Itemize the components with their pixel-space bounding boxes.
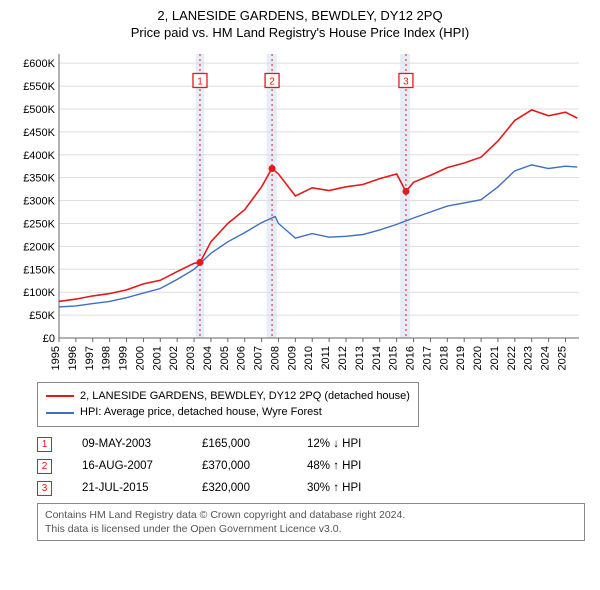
event-date-1: 09-MAY-2003 <box>82 438 172 450</box>
svg-text:£450K: £450K <box>23 127 55 139</box>
footer-line1: Contains HM Land Registry data © Crown c… <box>45 508 577 522</box>
svg-text:£400K: £400K <box>23 150 55 162</box>
event-delta-3: 30% ↑ HPI <box>307 482 417 494</box>
svg-text:1999: 1999 <box>118 346 130 370</box>
svg-text:£250K: £250K <box>23 218 55 230</box>
event-marker-2: 2 <box>37 459 52 474</box>
svg-text:2006: 2006 <box>236 346 248 370</box>
event-delta-1: 12% ↓ HPI <box>307 438 417 450</box>
svg-text:2008: 2008 <box>269 346 281 370</box>
event-price-2: £370,000 <box>202 460 277 472</box>
svg-text:£50K: £50K <box>29 310 55 322</box>
svg-text:1997: 1997 <box>84 346 96 370</box>
svg-text:2012: 2012 <box>337 346 349 370</box>
svg-text:£600K: £600K <box>23 58 55 70</box>
svg-text:2025: 2025 <box>556 346 568 370</box>
footer-line2: This data is licensed under the Open Gov… <box>45 522 577 536</box>
events-table: 1 09-MAY-2003 £165,000 12% ↓ HPI 2 16-AU… <box>37 437 586 496</box>
svg-text:£550K: £550K <box>23 81 55 93</box>
svg-text:2018: 2018 <box>438 346 450 370</box>
svg-text:2001: 2001 <box>151 346 163 370</box>
legend-label-price: 2, LANESIDE GARDENS, BEWDLEY, DY12 2PQ (… <box>80 388 410 405</box>
svg-text:3: 3 <box>403 76 409 87</box>
line-chart-svg: £0 £50K £100K £150K £200K £250K £300K £350K £400… <box>14 48 586 378</box>
chart-area: £0 £50K £100K £150K £200K £250K £300K £350K £400… <box>14 48 586 378</box>
event-row-2: 2 16-AUG-2007 £370,000 48% ↑ HPI <box>37 459 586 474</box>
svg-text:1: 1 <box>197 76 203 87</box>
event-price-3: £320,000 <box>202 482 277 494</box>
event-row-1: 1 09-MAY-2003 £165,000 12% ↓ HPI <box>37 437 586 452</box>
event-date-2: 16-AUG-2007 <box>82 460 172 472</box>
svg-text:2009: 2009 <box>286 346 298 370</box>
svg-text:2023: 2023 <box>523 346 535 370</box>
event-delta-2: 48% ↑ HPI <box>307 460 417 472</box>
event-date-3: 21-JUL-2015 <box>82 482 172 494</box>
chart-title-line1: 2, LANESIDE GARDENS, BEWDLEY, DY12 2PQ <box>14 8 586 25</box>
svg-text:£300K: £300K <box>23 195 55 207</box>
svg-text:2017: 2017 <box>421 346 433 370</box>
svg-text:2007: 2007 <box>253 346 265 370</box>
legend-swatch-price <box>46 395 74 397</box>
svg-text:£200K: £200K <box>23 241 55 253</box>
svg-text:2005: 2005 <box>219 346 231 370</box>
svg-text:2010: 2010 <box>303 346 315 370</box>
svg-text:£500K: £500K <box>23 104 55 116</box>
svg-text:2016: 2016 <box>405 346 417 370</box>
svg-text:1998: 1998 <box>101 346 113 370</box>
legend-item-hpi: HPI: Average price, detached house, Wyre… <box>46 404 410 421</box>
event-marker-3: 3 <box>37 481 52 496</box>
svg-text:1995: 1995 <box>50 346 62 370</box>
svg-text:2002: 2002 <box>168 346 180 370</box>
event-marker-1: 1 <box>37 437 52 452</box>
svg-text:£150K: £150K <box>23 264 55 276</box>
footer-attribution: Contains HM Land Registry data © Crown c… <box>37 503 585 541</box>
svg-text:£100K: £100K <box>23 287 55 299</box>
chart-title-line2: Price paid vs. HM Land Registry's House … <box>14 25 586 42</box>
svg-text:£350K: £350K <box>23 172 55 184</box>
svg-text:2020: 2020 <box>472 346 484 370</box>
legend-swatch-hpi <box>46 412 74 414</box>
svg-text:2019: 2019 <box>455 346 467 370</box>
event-price-1: £165,000 <box>202 438 277 450</box>
svg-text:2022: 2022 <box>506 346 518 370</box>
svg-text:2003: 2003 <box>185 346 197 370</box>
svg-text:2011: 2011 <box>320 346 332 370</box>
svg-text:2004: 2004 <box>202 346 214 370</box>
event-row-3: 3 21-JUL-2015 £320,000 30% ↑ HPI <box>37 481 586 496</box>
chart-container: 2, LANESIDE GARDENS, BEWDLEY, DY12 2PQ P… <box>0 0 600 590</box>
legend-item-price: 2, LANESIDE GARDENS, BEWDLEY, DY12 2PQ (… <box>46 388 410 405</box>
svg-text:£0: £0 <box>43 333 55 345</box>
svg-text:2015: 2015 <box>388 346 400 370</box>
svg-text:2024: 2024 <box>540 346 552 370</box>
svg-text:2014: 2014 <box>371 346 383 370</box>
svg-text:2: 2 <box>269 76 275 87</box>
legend-label-hpi: HPI: Average price, detached house, Wyre… <box>80 404 322 421</box>
svg-text:2013: 2013 <box>354 346 366 370</box>
svg-text:2021: 2021 <box>489 346 501 370</box>
legend: 2, LANESIDE GARDENS, BEWDLEY, DY12 2PQ (… <box>37 382 419 427</box>
svg-text:1996: 1996 <box>67 346 79 370</box>
svg-text:2000: 2000 <box>134 346 146 370</box>
